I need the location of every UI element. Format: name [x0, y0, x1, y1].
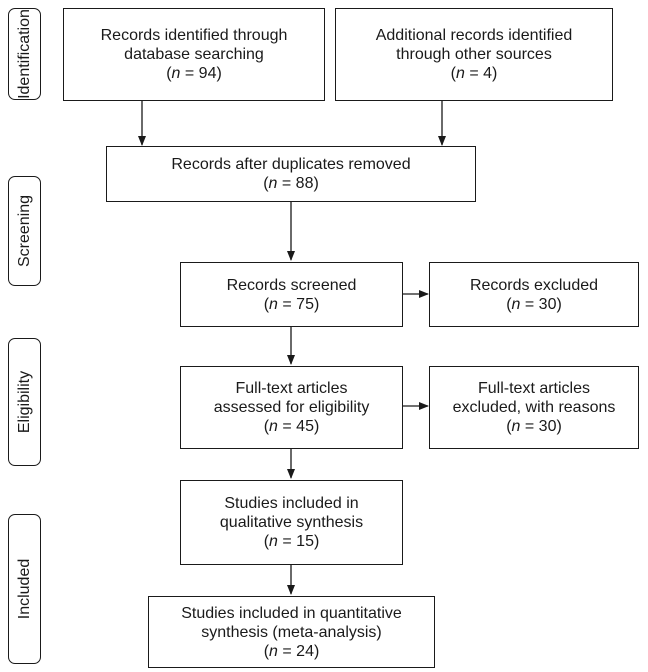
box-records-excluded: Records excluded (n = 30) — [429, 262, 639, 327]
box-qualitative-count: (n = 15) — [263, 533, 320, 550]
box-database-line-1: Records identified through — [100, 27, 288, 44]
box-database-records: Records identified through database sear… — [63, 8, 325, 101]
phase-included: Included — [8, 514, 41, 664]
box-database-line-2: database searching — [124, 46, 264, 63]
box-qualitative-line-1: Studies included in — [224, 495, 359, 512]
box-fulltext-excluded-line-2: excluded, with reasons — [452, 399, 616, 416]
box-qualitative-line-2: qualitative synthesis — [219, 514, 364, 531]
box-screened-count: (n = 75) — [263, 295, 320, 313]
box-qualitative-synthesis: Studies included in qualitative synthesi… — [180, 480, 403, 565]
box-excluded-count: (n = 30) — [506, 295, 562, 313]
box-duplicates-line-1: Records after duplicates removed — [171, 156, 411, 173]
box-quantitative-line-2: synthesis (meta-analysis) — [201, 623, 382, 641]
phase-identification: Identification — [8, 8, 41, 100]
box-other-line-2: through other sources — [396, 46, 552, 63]
box-duplicates-removed: Records after duplicates removed (n = 88… — [106, 146, 476, 202]
box-fulltext-line-2: assessed for eligibility — [213, 399, 370, 416]
box-fulltext-excluded-line-1: Full-text articles — [477, 380, 591, 397]
box-records-screened: Records screened (n = 75) — [180, 262, 403, 327]
box-fulltext-line-1: Full-text articles — [235, 380, 348, 397]
phase-screening: Screening — [8, 176, 41, 286]
box-fulltext-count: (n = 45) — [263, 418, 320, 435]
box-other-line-1: Additional records identified — [375, 27, 573, 44]
box-fulltext-excluded: Full-text articles excluded, with reason… — [429, 366, 639, 449]
box-fulltext-excluded-count: (n = 30) — [506, 418, 562, 435]
box-other-sources: Additional records identified through ot… — [335, 8, 613, 101]
box-screened-line-1: Records screened — [226, 276, 357, 294]
box-excluded-line-1: Records excluded — [469, 276, 599, 294]
box-quantitative-line-1: Studies included in quantitative — [181, 604, 402, 622]
box-duplicates-count: (n = 88) — [263, 175, 319, 192]
box-quantitative-synthesis: Studies included in quantitative synthes… — [148, 596, 435, 668]
box-database-count: (n = 94) — [166, 65, 222, 82]
phase-eligibility: Eligibility — [8, 338, 41, 466]
box-quantitative-count: (n = 24) — [263, 642, 320, 660]
box-other-count: (n = 4) — [450, 65, 498, 82]
box-fulltext-assessed: Full-text articles assessed for eligibil… — [180, 366, 403, 449]
